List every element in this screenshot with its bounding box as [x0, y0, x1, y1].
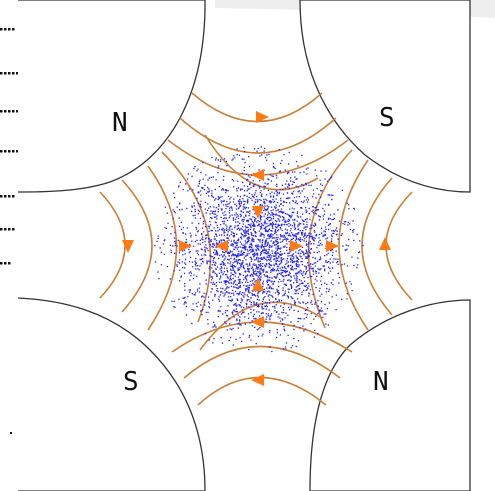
pole-label-top-right: S [379, 103, 395, 133]
field-line-13 [307, 149, 353, 329]
arrow-5 [215, 240, 228, 252]
pole-face-bottom-left [17, 297, 206, 491]
arrow-4 [179, 240, 192, 252]
edge-dots [0, 28, 19, 434]
arrow-3 [122, 240, 134, 253]
pole-label-top-left: N [112, 108, 128, 138]
field-line-6 [99, 191, 126, 299]
field-line-2 [167, 139, 349, 176]
arrow-0 [256, 111, 269, 123]
arrow-11 [251, 374, 264, 386]
field-line-7 [121, 179, 153, 313]
field-line-1 [179, 117, 337, 154]
pole-label-bottom-right: N [373, 367, 389, 397]
arrow-7 [326, 240, 339, 252]
arrow-2 [252, 206, 264, 219]
pole-face-top-left [17, 0, 206, 193]
field-line-4 [183, 345, 341, 379]
field-line-11 [338, 159, 369, 331]
field-line-10 [361, 177, 393, 316]
arrow-6 [290, 240, 303, 252]
field-line-9 [385, 191, 413, 301]
pole-face-top-right [299, 0, 471, 193]
arrow-8 [379, 237, 391, 250]
field-direction-arrows [122, 111, 391, 386]
arrow-1 [251, 169, 264, 181]
arrow-9 [252, 278, 264, 291]
arrow-10 [251, 316, 264, 328]
dotted-edge-decoration [0, 28, 19, 434]
particle-cloud [154, 146, 364, 353]
field-line-12 [161, 151, 212, 323]
particle-points [154, 146, 364, 353]
pole-faces [17, 0, 471, 491]
field-lines [99, 92, 413, 406]
pole-face-bottom-right [309, 299, 471, 491]
pole-label-bottom-left: S [123, 367, 139, 397]
